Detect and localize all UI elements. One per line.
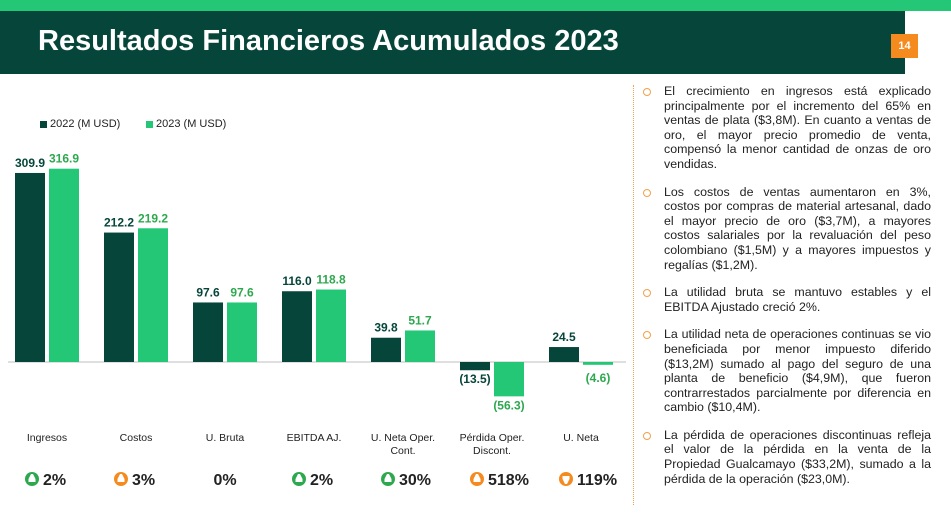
bullet-item: La utilidad neta de operaciones continua…	[643, 327, 931, 415]
change-percent: 0%	[213, 472, 236, 489]
bar-2023	[583, 362, 613, 365]
change-percent: 3%	[132, 472, 155, 489]
bar-2022	[282, 291, 312, 362]
data-label: 97.6	[230, 285, 254, 299]
divider-line	[633, 85, 634, 505]
change-percent: 518%	[488, 472, 529, 489]
bar-2023	[405, 330, 435, 362]
bullet-dot-icon	[643, 331, 651, 340]
category-label: Costos	[120, 432, 153, 444]
bullet-text: La utilidad neta de operaciones continua…	[664, 327, 931, 415]
data-label: (13.5)	[459, 372, 490, 386]
bullet-text: Los costos de ventas aumentaron en 3%, c…	[664, 184, 931, 272]
category-label: U. Bruta	[206, 432, 245, 444]
category-label: EBITDA AJ.	[287, 432, 342, 444]
bullet-item: La pérdida de operaciones discontinuas r…	[643, 428, 931, 486]
page-title: Resultados Financieros Acumulados 2023	[38, 25, 619, 57]
bar-2023	[227, 302, 257, 362]
legend-swatch-2022	[40, 120, 47, 128]
data-label: (4.6)	[586, 371, 611, 385]
bullet-text: La pérdida de operaciones discontinuas r…	[664, 427, 931, 486]
bullet-text: El crecimiento en ingresos está explicad…	[664, 84, 931, 171]
bullet-dot-icon	[643, 88, 651, 96]
arrow-glyph	[295, 474, 303, 482]
bar-2022	[193, 302, 223, 362]
arrow-glyph	[384, 474, 392, 482]
change-percent: 119%	[577, 472, 617, 489]
bar-2023	[49, 168, 79, 362]
arrow-glyph	[473, 474, 481, 482]
data-label: 116.0	[282, 274, 312, 288]
bullet-list: El crecimiento en ingresos está explicad…	[643, 84, 931, 499]
bullet-dot-icon	[643, 289, 651, 298]
bar-2023	[316, 289, 346, 362]
category-label: U. Neta	[563, 432, 599, 444]
legend-label-2023: 2023 (M USD)	[156, 118, 227, 130]
change-percent: 30%	[399, 472, 431, 489]
data-label: 24.5	[552, 330, 576, 344]
page-number-badge: 14	[891, 34, 918, 58]
arrow-glyph	[562, 476, 570, 484]
change-percent: 2%	[43, 472, 66, 489]
arrow-glyph	[28, 474, 36, 482]
data-label: 97.6	[196, 285, 220, 299]
top-accent-stripe	[0, 0, 951, 11]
bullet-item: La utilidad bruta se mantuvo estables y …	[643, 285, 931, 314]
data-label: 212.2	[104, 216, 134, 230]
bullet-item: El crecimiento en ingresos está explicad…	[643, 84, 931, 172]
bullet-text: La utilidad bruta se mantuvo estables y …	[664, 285, 931, 314]
data-label: 118.8	[316, 273, 346, 287]
change-percent: 2%	[310, 472, 333, 489]
category-label: Ingresos	[27, 432, 67, 444]
data-label: (56.3)	[493, 398, 524, 412]
bar-2022	[15, 172, 45, 362]
bar-2023	[494, 362, 524, 397]
arrow-glyph	[117, 474, 125, 482]
bullet-item: Los costos de ventas aumentaron en 3%, c…	[643, 185, 931, 273]
bar-2022	[104, 232, 134, 362]
bullet-dot-icon	[643, 431, 651, 440]
data-label: 309.9	[15, 156, 45, 170]
bar-2022	[371, 337, 401, 362]
legend-item-2022: 2022 (M USD)	[40, 118, 120, 130]
data-label: 51.7	[408, 313, 432, 327]
data-label: 219.2	[138, 211, 168, 225]
legend-swatch-2023	[146, 120, 153, 128]
bar-2023	[138, 228, 168, 362]
bullet-dot-icon	[643, 188, 651, 197]
category-label: Pérdida Oper. Discont.	[460, 432, 525, 457]
title-bar	[0, 11, 905, 74]
data-label: 39.8	[374, 321, 398, 335]
bar-chart: 309.9 316.9 Ingresos 2% 212.2 219.2 Costos 3% 97…	[8, 152, 626, 489]
bar-2022	[460, 362, 490, 371]
bar-2022	[549, 347, 579, 362]
legend-label-2022: 2022 (M USD)	[50, 118, 121, 130]
legend-item-2023: 2023 (M USD)	[146, 118, 226, 130]
data-label: 316.9	[49, 152, 79, 166]
category-label: U. Neta Oper. Cont.	[371, 432, 435, 457]
